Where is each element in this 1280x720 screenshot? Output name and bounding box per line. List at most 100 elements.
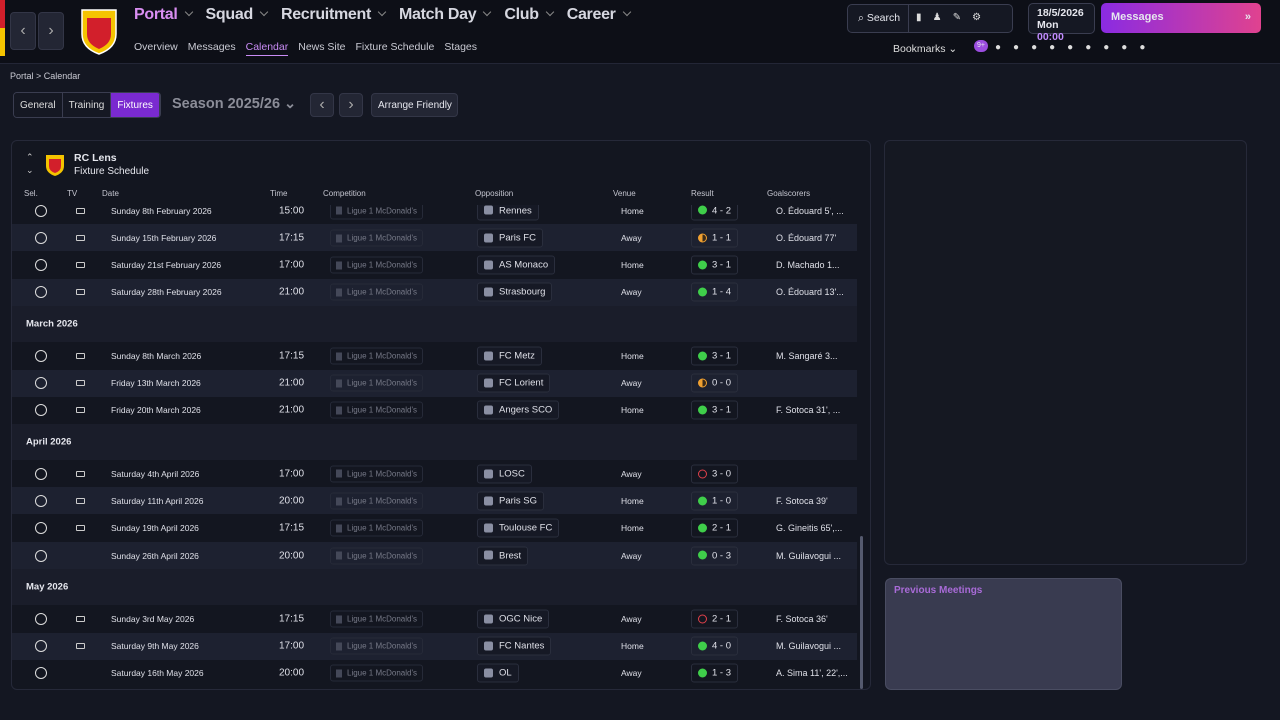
menu-item[interactable]: Career xyxy=(567,6,630,24)
fixture-row[interactable]: Saturday 4th April 2026 17:00 Ligue 1 McDo… xyxy=(12,460,857,487)
fixture-row[interactable]: Saturday 21st February 2026 17:00 Ligue 1 … xyxy=(12,252,857,279)
fixture-row[interactable]: Sunday 8th February 2026 15:00 Ligue 1 McD… xyxy=(12,205,857,224)
menu-item[interactable]: Club xyxy=(504,6,552,24)
time: 20:00 xyxy=(279,667,305,679)
crumb[interactable]: Portal xyxy=(10,71,34,81)
date-box[interactable]: 18/5/2026 Mon 00:00 xyxy=(1028,3,1095,43)
tv-icon xyxy=(76,615,85,622)
messages-button[interactable]: Messages» xyxy=(1101,3,1261,33)
result-score: 2 - 1 xyxy=(712,613,732,625)
opposition[interactable]: FC Nantes xyxy=(477,636,552,656)
select-toggle[interactable] xyxy=(35,522,47,535)
opposition[interactable]: Paris FC xyxy=(477,228,543,248)
messages-label: Messages xyxy=(1111,11,1164,23)
opposition[interactable]: Brest xyxy=(477,546,529,565)
opposition[interactable]: Toulouse FC xyxy=(477,518,560,538)
fixture-row[interactable]: Saturday 11th April 2026 20:00 Ligue 1 McD… xyxy=(12,487,857,515)
fixture-row[interactable]: Sunday 8th March 2026 17:15 Ligue 1 McDona… xyxy=(12,342,857,369)
opposition[interactable]: LOSC xyxy=(477,464,532,484)
opposition[interactable]: OL xyxy=(477,663,519,683)
submenu-item[interactable]: Stages xyxy=(444,41,478,53)
season-selector[interactable]: Season 2025/26 ⌄ xyxy=(172,96,297,112)
select-toggle[interactable] xyxy=(35,467,47,480)
opposition[interactable]: FC Lorient xyxy=(477,373,551,393)
submenu-item[interactable]: Messages xyxy=(187,41,236,53)
select-toggle[interactable] xyxy=(35,231,47,244)
scrollbar[interactable] xyxy=(860,536,863,689)
select-toggle[interactable] xyxy=(35,612,47,625)
opposition[interactable]: OGC Nice xyxy=(477,609,550,629)
shortcut-icons[interactable]: ●●●●●●●●● xyxy=(995,42,1158,53)
menu-item[interactable]: Portal xyxy=(134,6,192,24)
result-score: 0 - 3 xyxy=(712,550,732,561)
fixture-row[interactable]: Friday 20th March 2026 21:00 Ligue 1 McDon… xyxy=(12,397,857,424)
select-toggle[interactable] xyxy=(35,377,47,389)
bookmarks[interactable]: Bookmarks ⌄ xyxy=(893,43,958,55)
tab[interactable]: Fixtures xyxy=(111,93,160,117)
select-toggle[interactable] xyxy=(35,640,47,653)
venue: Away xyxy=(621,287,642,298)
select-toggle[interactable] xyxy=(35,286,47,299)
select-toggle[interactable] xyxy=(35,549,47,562)
time: 20:00 xyxy=(279,495,305,507)
fixture-row[interactable]: Saturday 9th May 2026 17:00 Ligue 1 McDona… xyxy=(12,632,857,660)
club-icon xyxy=(484,287,493,297)
tab[interactable]: General xyxy=(14,93,63,117)
opposition[interactable]: Rennes xyxy=(477,205,539,220)
select-toggle[interactable] xyxy=(35,259,47,272)
club-icon xyxy=(484,351,493,361)
collapse-toggle[interactable]: ⌃ ⌄ xyxy=(26,152,34,175)
club-badge xyxy=(46,155,64,176)
select-toggle[interactable] xyxy=(35,205,47,217)
next-button[interactable]: › xyxy=(339,93,363,117)
opposition[interactable]: Strasbourg xyxy=(477,282,553,302)
result-score: 1 - 3 xyxy=(712,667,732,679)
opposition[interactable]: Angers SCO xyxy=(477,400,560,420)
submenu-item[interactable]: Overview xyxy=(134,41,178,53)
fixture-row[interactable]: Sunday 3rd May 2026 17:15 Ligue 1 McDonald… xyxy=(12,605,857,632)
tab[interactable]: Training xyxy=(62,93,112,117)
stripe xyxy=(0,0,5,28)
opposition[interactable]: AS Monaco xyxy=(477,255,556,275)
venue: Home xyxy=(621,495,644,506)
result: 1 - 1 xyxy=(691,228,739,248)
tv-icon xyxy=(76,262,85,269)
result-dot xyxy=(698,233,707,243)
result-dot xyxy=(698,641,707,651)
opposition[interactable]: FC Metz xyxy=(477,346,542,366)
arrange-friendly[interactable]: Arrange Friendly xyxy=(371,93,458,117)
competition: Ligue 1 McDonald's xyxy=(330,547,424,564)
fixture-row[interactable]: Saturday 16th May 2026 20:00 Ligue 1 McDon… xyxy=(12,660,857,687)
select-toggle[interactable] xyxy=(35,667,47,680)
date: Saturday 21st February 2026 xyxy=(111,260,222,271)
season: Season 2025/26 xyxy=(172,96,281,112)
menu-item[interactable]: Squad xyxy=(206,6,267,24)
date: Saturday 28th February 2026 xyxy=(111,287,222,298)
result-dot xyxy=(698,405,707,415)
opposition[interactable]: Paris SG xyxy=(477,491,545,511)
competition-name: Ligue 1 McDonald's xyxy=(347,206,418,215)
fixture-row[interactable]: Sunday 26th April 2026 20:00 Ligue 1 McDon… xyxy=(12,542,857,569)
fixture-row[interactable]: Friday 13th March 2026 21:00 Ligue 1 McDon… xyxy=(12,369,857,397)
menu-item[interactable]: Recruitment xyxy=(281,6,385,24)
menu-item[interactable]: Match Day xyxy=(399,6,490,24)
icons[interactable]: ▮ ♟ ✎ ⚙ xyxy=(916,12,982,23)
search-button[interactable]: ⌕ Search xyxy=(858,12,901,24)
back-button[interactable]: ‹ xyxy=(10,12,36,50)
fixture-row[interactable]: Saturday 28th February 2026 21:00 Ligue 1 … xyxy=(12,278,857,306)
select-toggle[interactable] xyxy=(35,494,47,507)
submenu-item[interactable]: Calendar xyxy=(245,41,289,56)
select-toggle[interactable] xyxy=(35,404,47,417)
fixture-row[interactable]: Sunday 19th April 2026 17:15 Ligue 1 McDon… xyxy=(12,515,857,542)
submenu-item[interactable]: News Site xyxy=(298,41,346,53)
club-logo[interactable] xyxy=(80,6,118,56)
prev-button[interactable]: ‹ xyxy=(310,93,334,117)
forward-button[interactable]: › xyxy=(38,12,64,50)
fixture-row[interactable]: Sunday 15th February 2026 17:15 Ligue 1 Mc… xyxy=(12,224,857,252)
submenu-item[interactable]: Fixture Schedule xyxy=(355,41,435,53)
goalscorers: O. Édouard 13'... xyxy=(776,287,844,298)
result: 0 - 3 xyxy=(691,546,739,565)
select-toggle[interactable] xyxy=(35,349,47,362)
result: 3 - 1 xyxy=(691,346,739,366)
club-icon xyxy=(484,550,493,560)
